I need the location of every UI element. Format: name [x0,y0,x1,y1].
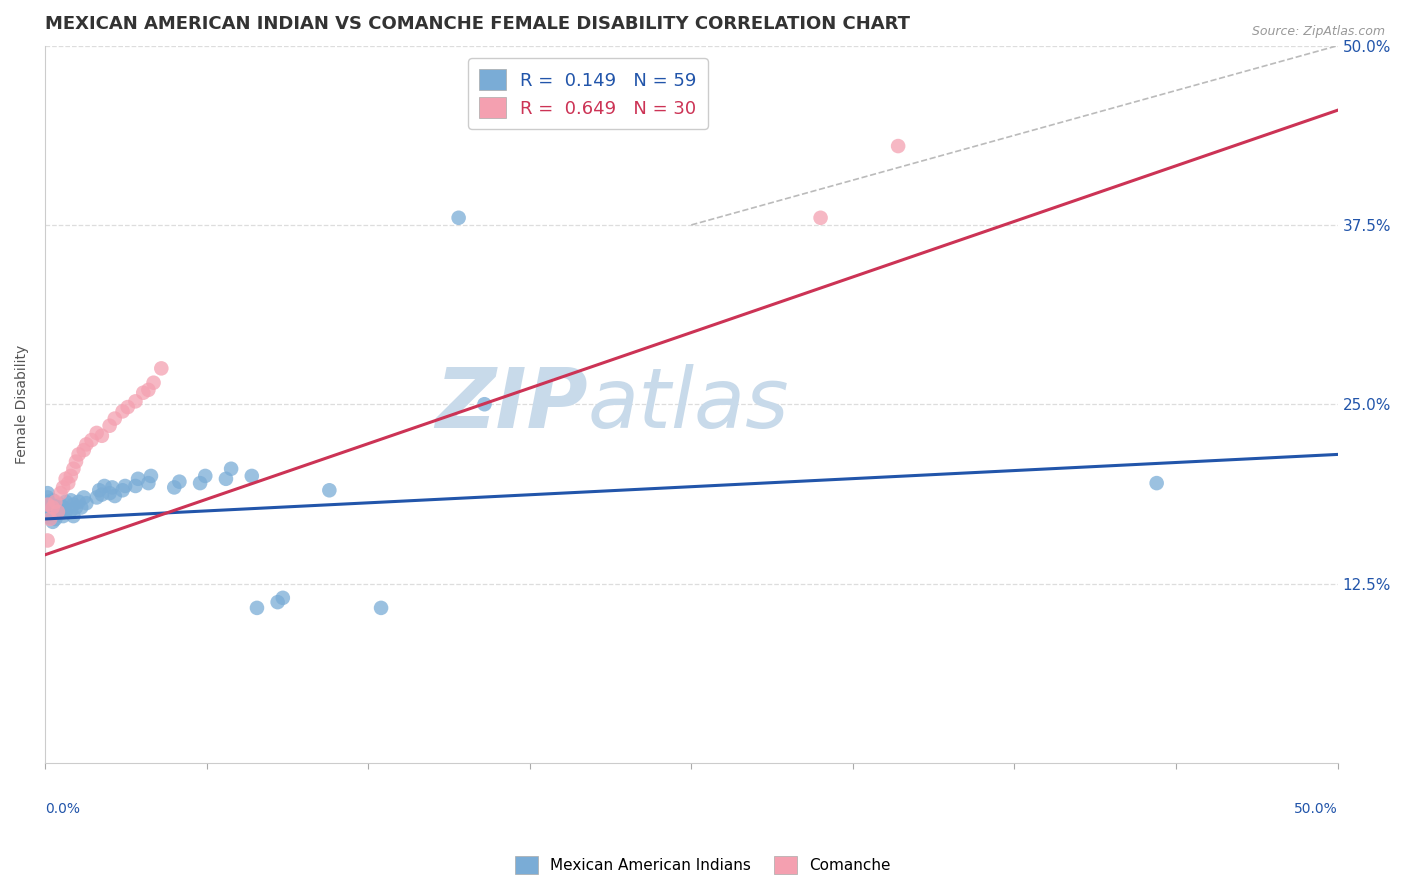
Point [62,462,84,476]
Legend: R =  0.149   N = 59, R =  0.649   N = 30: R = 0.149 N = 59, R = 0.649 N = 30 [468,58,707,128]
Point [86,425,108,440]
Point [370,600,392,615]
Text: 50.0%: 50.0% [1294,802,1337,816]
Text: MEXICAN AMERICAN INDIAN VS COMANCHE FEMALE DISABILITY CORRELATION CHART: MEXICAN AMERICAN INDIAN VS COMANCHE FEMA… [45,15,910,33]
Text: 0.0%: 0.0% [45,802,80,816]
Point [42,508,65,522]
Point [163,480,186,494]
Point [271,591,294,605]
Point [49,498,72,512]
Point [37,498,59,512]
Point [39,503,62,517]
Point [138,383,160,397]
Point [246,600,269,615]
Point [49,506,72,520]
Point [42,502,65,516]
Point [44,505,66,519]
Point [150,361,173,376]
Point [37,491,59,505]
Point [111,404,134,418]
Point [75,437,97,451]
Point [114,479,136,493]
Point [215,472,238,486]
Point [37,533,59,548]
Point [37,505,59,519]
Point [138,476,160,491]
Point [89,483,111,498]
Point [124,479,146,493]
Point [474,397,496,411]
Point [37,500,59,515]
Point [90,429,112,443]
Point [139,469,162,483]
Point [52,500,75,515]
Point [52,480,75,494]
Point [98,486,121,500]
Point [62,498,84,512]
Point [52,509,75,524]
Point [1146,476,1168,491]
Point [58,476,80,491]
Text: Source: ZipAtlas.com: Source: ZipAtlas.com [1251,25,1385,38]
Point [447,211,470,225]
Point [42,500,65,515]
Point [132,385,155,400]
Point [37,486,59,500]
Point [44,499,66,513]
Point [124,394,146,409]
Point [101,480,124,494]
Point [810,211,832,225]
Point [111,483,134,498]
Text: ZIP: ZIP [436,364,588,445]
Point [42,515,65,529]
Point [46,505,69,519]
Point [73,443,96,458]
Point [67,447,90,461]
Point [59,503,82,517]
Point [117,400,139,414]
Point [93,479,115,493]
Point [59,469,82,483]
Point [65,454,87,468]
Point [75,496,97,510]
Point [39,498,62,512]
Point [86,491,108,505]
Point [887,139,910,153]
Point [39,512,62,526]
Point [42,493,65,508]
Point [266,595,288,609]
Legend: Mexican American Indians, Comanche: Mexican American Indians, Comanche [509,850,897,880]
Point [55,505,77,519]
Point [67,495,90,509]
Point [70,500,93,515]
Point [49,486,72,500]
Point [80,433,103,447]
Point [219,462,242,476]
Point [318,483,340,498]
Point [65,500,87,515]
Point [73,491,96,505]
Point [59,493,82,508]
Point [39,510,62,524]
Point [90,487,112,501]
Point [104,489,127,503]
Point [98,418,121,433]
Point [127,472,149,486]
Point [37,509,59,524]
Point [55,472,77,486]
Point [188,476,211,491]
Text: atlas: atlas [588,364,790,445]
Y-axis label: Female Disability: Female Disability [15,344,30,464]
Point [142,376,165,390]
Point [44,495,66,509]
Point [240,469,263,483]
Point [169,475,191,489]
Point [44,512,66,526]
Point [104,411,127,425]
Point [194,469,217,483]
Point [55,495,77,509]
Point [62,509,84,524]
Point [37,495,59,509]
